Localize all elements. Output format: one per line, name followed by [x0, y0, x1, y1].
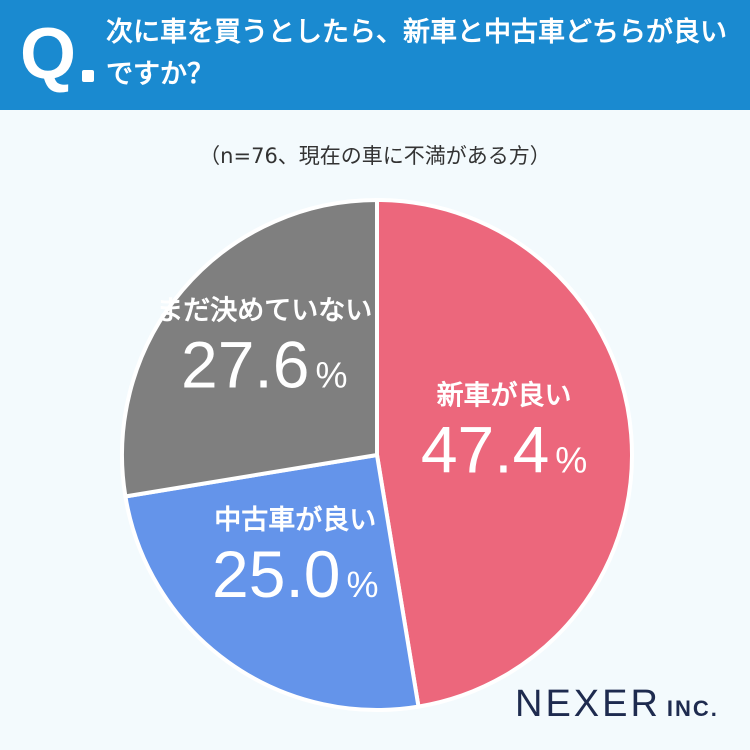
slice-value-2: 25.0% — [212, 537, 378, 611]
slice-label-3: まだ決めていない — [156, 295, 372, 326]
sample-note: （n=76、現在の車に不満がある方） — [199, 144, 551, 168]
logo-main: NEXER — [515, 683, 661, 725]
pie-slice-3 — [120, 198, 379, 499]
slice-label-1: 新車が良い — [437, 380, 572, 412]
pie-slice-2 — [123, 453, 421, 712]
slice-label-2: 中古車が良い — [214, 504, 376, 536]
logo-suffix: INC. — [666, 696, 719, 721]
slice-value-3: 27.6% — [181, 327, 347, 401]
company-logo: NEXER INC. — [515, 683, 719, 726]
slice-value-1: 47.4% — [421, 413, 587, 487]
q-dot — [82, 70, 94, 82]
question-header: Q 次に車を買うとしたら、新車と中古車どちらが良いですか？ — [0, 0, 750, 110]
question-text: 次に車を買うとしたら、新車と中古車どちらが良いですか？ — [106, 17, 727, 90]
pie-slice-1 — [375, 198, 634, 709]
q-label: Q — [20, 14, 77, 94]
